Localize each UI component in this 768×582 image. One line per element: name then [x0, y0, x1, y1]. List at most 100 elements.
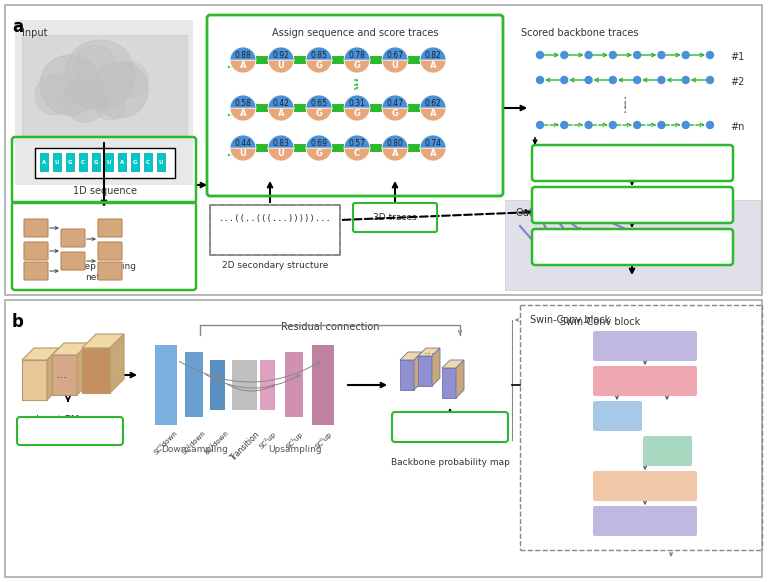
Text: ...: ... [424, 343, 436, 357]
FancyBboxPatch shape [593, 366, 697, 396]
Wedge shape [344, 47, 370, 60]
Text: 2D secondary structure: 2D secondary structure [222, 261, 328, 270]
Wedge shape [306, 108, 332, 121]
Text: G: G [353, 108, 360, 118]
Text: SC²down: SC²down [204, 430, 230, 456]
Text: Swin-Conv block: Swin-Conv block [560, 317, 641, 327]
Polygon shape [442, 360, 464, 368]
Bar [312, 345, 334, 425]
FancyBboxPatch shape [98, 262, 122, 280]
Text: 0.58: 0.58 [234, 100, 251, 108]
Bar [332, 144, 344, 152]
Text: SC²up: SC²up [257, 430, 276, 450]
Bar [92, 153, 100, 171]
Circle shape [75, 45, 115, 85]
Text: #2: #2 [730, 77, 744, 87]
Text: ...: ... [227, 148, 238, 158]
Text: 0.83: 0.83 [273, 140, 290, 148]
Text: RConv: RConv [654, 446, 680, 456]
Bar [105, 153, 113, 171]
Wedge shape [382, 60, 408, 73]
Bar [285, 352, 303, 417]
Wedge shape [382, 148, 408, 161]
Text: Downsampling: Downsampling [161, 445, 228, 454]
Wedge shape [306, 47, 332, 60]
Polygon shape [52, 343, 89, 355]
Bar [5, 300, 762, 577]
Bar [256, 104, 268, 112]
Circle shape [585, 76, 592, 83]
Wedge shape [344, 148, 370, 161]
Bar [260, 360, 275, 410]
Circle shape [658, 51, 665, 59]
Wedge shape [382, 108, 408, 121]
Circle shape [35, 75, 75, 115]
Text: 0.62: 0.62 [425, 100, 442, 108]
Text: A: A [430, 61, 436, 69]
Bar [418, 356, 432, 386]
Wedge shape [344, 108, 370, 121]
Bar [53, 153, 61, 171]
Text: ...: ... [227, 60, 238, 70]
Bar [210, 360, 225, 410]
Text: A: A [392, 148, 399, 158]
Bar [505, 200, 760, 290]
Text: 0.82: 0.82 [425, 51, 442, 61]
Bar [35, 148, 175, 178]
Polygon shape [82, 334, 124, 348]
FancyBboxPatch shape [392, 412, 508, 442]
Wedge shape [268, 108, 294, 121]
Text: #n: #n [730, 122, 744, 132]
Bar [232, 360, 257, 410]
Wedge shape [230, 60, 256, 73]
Bar [210, 205, 340, 255]
Bar [131, 153, 139, 171]
FancyBboxPatch shape [17, 417, 123, 445]
Bar [256, 56, 268, 64]
Text: ...: ... [350, 76, 360, 88]
Text: Full-atom construction: Full-atom construction [578, 158, 687, 168]
Bar [79, 153, 87, 171]
Text: U: U [277, 61, 284, 69]
Text: 0.80: 0.80 [386, 140, 403, 148]
Text: Backbone probability map: Backbone probability map [391, 458, 509, 467]
Text: A: A [42, 159, 46, 165]
Wedge shape [420, 148, 446, 161]
Text: G: G [316, 61, 323, 69]
Circle shape [707, 51, 713, 59]
Bar [82, 348, 110, 393]
FancyBboxPatch shape [24, 262, 48, 280]
Polygon shape [22, 348, 59, 360]
FancyBboxPatch shape [593, 506, 697, 536]
Wedge shape [230, 47, 256, 60]
Bar [332, 104, 344, 112]
Text: Swin-Conv block: Swin-Conv block [530, 315, 611, 325]
Bar [256, 144, 268, 152]
Text: G: G [94, 159, 98, 165]
Text: Split: Split [636, 377, 654, 385]
Bar [400, 360, 414, 390]
Wedge shape [306, 60, 332, 73]
Bar [22, 360, 47, 400]
Circle shape [682, 76, 689, 83]
Circle shape [658, 122, 665, 129]
Bar [294, 144, 306, 152]
Bar [442, 368, 456, 398]
Text: G: G [316, 148, 323, 158]
Text: 0.85: 0.85 [310, 51, 327, 61]
Text: 3D traces: 3D traces [373, 212, 417, 222]
Text: Conv1×1: Conv1×1 [626, 342, 664, 350]
Wedge shape [268, 47, 294, 60]
Text: G: G [133, 159, 137, 165]
Wedge shape [420, 47, 446, 60]
Wedge shape [344, 95, 370, 108]
Wedge shape [344, 60, 370, 73]
Bar [370, 144, 382, 152]
Circle shape [609, 51, 617, 59]
Circle shape [658, 76, 665, 83]
Wedge shape [268, 148, 294, 161]
Circle shape [63, 78, 107, 122]
Circle shape [585, 51, 592, 59]
Text: C: C [81, 159, 85, 165]
FancyBboxPatch shape [61, 229, 85, 247]
